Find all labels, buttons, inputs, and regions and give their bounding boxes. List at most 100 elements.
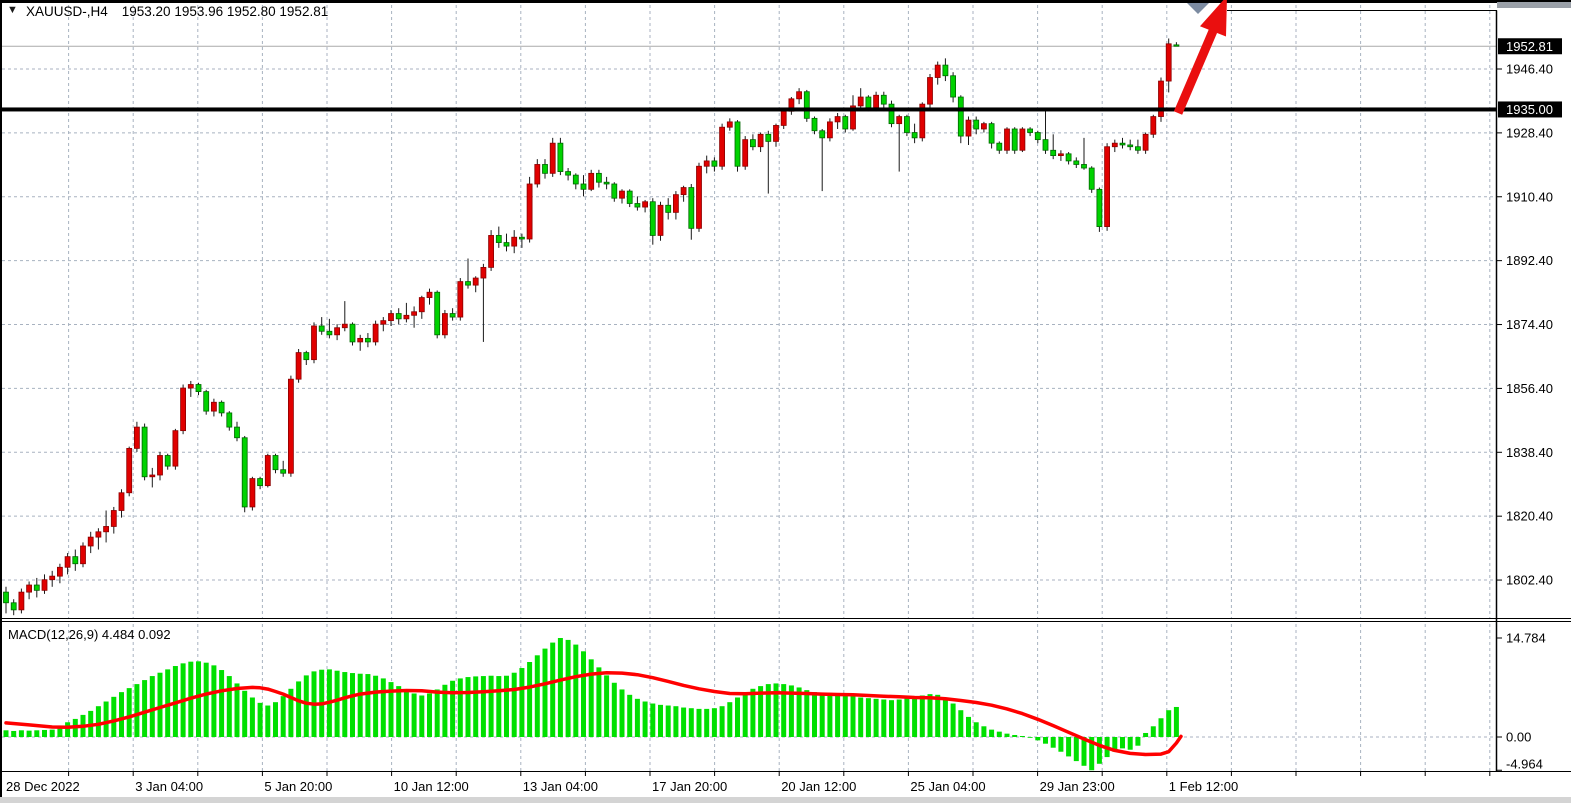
- trend-arrow-head-icon[interactable]: [1200, 0, 1227, 37]
- macd-histogram-bar: [211, 665, 217, 737]
- candle-body: [519, 236, 525, 240]
- macd-histogram-bar: [26, 730, 32, 737]
- macd-histogram-bar: [1012, 734, 1018, 737]
- candle-body: [1088, 167, 1095, 190]
- macd-histogram-bar: [850, 696, 856, 737]
- macd-histogram-bar: [889, 700, 894, 737]
- candle-body: [588, 172, 595, 190]
- macd-histogram-bar: [1019, 735, 1025, 737]
- time-axis-label: 13 Jan 04:00: [523, 779, 598, 794]
- macd-histogram-bar: [588, 659, 594, 737]
- candle-body: [1027, 128, 1033, 133]
- price-tick-label: 1838.40: [1506, 445, 1553, 460]
- macd-histogram-bar: [234, 683, 240, 737]
- macd-histogram-bar: [380, 678, 386, 737]
- macd-histogram-bar: [157, 672, 163, 737]
- macd-histogram-bar: [203, 662, 209, 737]
- macd-histogram-bar: [950, 703, 956, 737]
- macd-histogram-bar: [134, 684, 140, 737]
- macd-histogram-bar: [249, 697, 255, 737]
- candle-body: [10, 602, 17, 611]
- candle-body: [495, 235, 502, 243]
- candle-body: [896, 116, 903, 125]
- candle-body: [1019, 128, 1026, 151]
- macd-histogram-bar: [581, 651, 586, 737]
- macd-histogram-bar: [812, 692, 817, 737]
- window-left-border: [0, 0, 2, 797]
- macd-histogram-bar: [819, 692, 825, 737]
- macd-histogram-bar: [773, 683, 779, 737]
- candle-body: [149, 474, 156, 478]
- candle-body: [64, 556, 71, 568]
- candle-body: [565, 171, 571, 176]
- time-axis-label: 5 Jan 20:00: [264, 779, 332, 794]
- candle-body: [449, 313, 456, 318]
- candle-body: [850, 105, 856, 130]
- candle-body: [680, 187, 687, 196]
- candle-body: [1127, 144, 1134, 148]
- macd-histogram-bar: [1058, 737, 1064, 752]
- macd-histogram-bar: [350, 673, 355, 737]
- candle-body: [418, 297, 425, 313]
- symbol-dropdown-icon[interactable]: ▼: [7, 4, 18, 16]
- candle-body: [703, 160, 710, 167]
- candle-body: [118, 492, 125, 511]
- candle-body: [1004, 128, 1010, 151]
- candle-body: [180, 387, 187, 432]
- price-tick-label: 1946.40: [1506, 62, 1553, 77]
- candle-body: [280, 469, 287, 474]
- candle-body: [580, 183, 587, 190]
- candle-body: [965, 119, 972, 137]
- candle-body: [110, 510, 117, 527]
- macd-histogram-bar: [604, 675, 610, 737]
- candle-body: [1119, 142, 1126, 146]
- macd-histogram-bar: [1158, 718, 1164, 737]
- candle-body: [803, 91, 810, 119]
- macd-histogram-bar: [296, 681, 302, 737]
- candle-body: [957, 96, 964, 137]
- macd-histogram-bar: [280, 696, 286, 737]
- candle-body: [234, 426, 240, 439]
- time-axis-label: 10 Jan 12:00: [394, 779, 469, 794]
- candle-body: [357, 337, 364, 343]
- candle-body: [934, 64, 941, 78]
- candle-body: [973, 119, 980, 130]
- candle-body: [757, 133, 764, 148]
- trend-arrow-shaft[interactable]: [1173, 29, 1218, 115]
- triangle-down-marker[interactable]: [1187, 3, 1209, 14]
- macd-histogram-bar: [265, 705, 271, 737]
- candle-body: [742, 139, 749, 167]
- macd-histogram-bar: [865, 698, 871, 737]
- chart-title: XAUUSD-,H4 1953.20 1953.96 1952.80 1952.8…: [26, 4, 328, 19]
- candle-body: [996, 142, 1003, 151]
- candle-body: [318, 325, 325, 332]
- candle-body: [526, 183, 533, 240]
- macd-histogram-bar: [1043, 737, 1048, 744]
- macd-histogram-bar: [942, 698, 948, 737]
- candle-body: [257, 478, 264, 487]
- macd-histogram-bar: [881, 699, 887, 737]
- macd-histogram-bar: [142, 680, 148, 737]
- price-tick-label: 1892.40: [1506, 253, 1553, 268]
- candle-body: [750, 139, 756, 148]
- macd-histogram-bar: [1112, 737, 1118, 752]
- candle-body: [1058, 153, 1064, 156]
- macd-histogram-bar: [996, 731, 1002, 737]
- macd-histogram-bar: [673, 706, 679, 737]
- candle-body: [49, 575, 56, 581]
- macd-histogram-bar: [596, 667, 602, 737]
- macd-histogram-bar: [149, 676, 155, 737]
- candle-body: [218, 401, 225, 414]
- macd-histogram-bar: [165, 669, 171, 737]
- candle-body: [796, 91, 802, 100]
- macd-histogram-bar: [1166, 710, 1172, 737]
- candle-body: [780, 110, 787, 126]
- macd-histogram-bar: [573, 644, 579, 737]
- candle-body: [210, 401, 217, 412]
- macd-histogram-bar: [750, 688, 756, 737]
- candle-body: [611, 183, 618, 199]
- macd-histogram-bar: [958, 710, 964, 737]
